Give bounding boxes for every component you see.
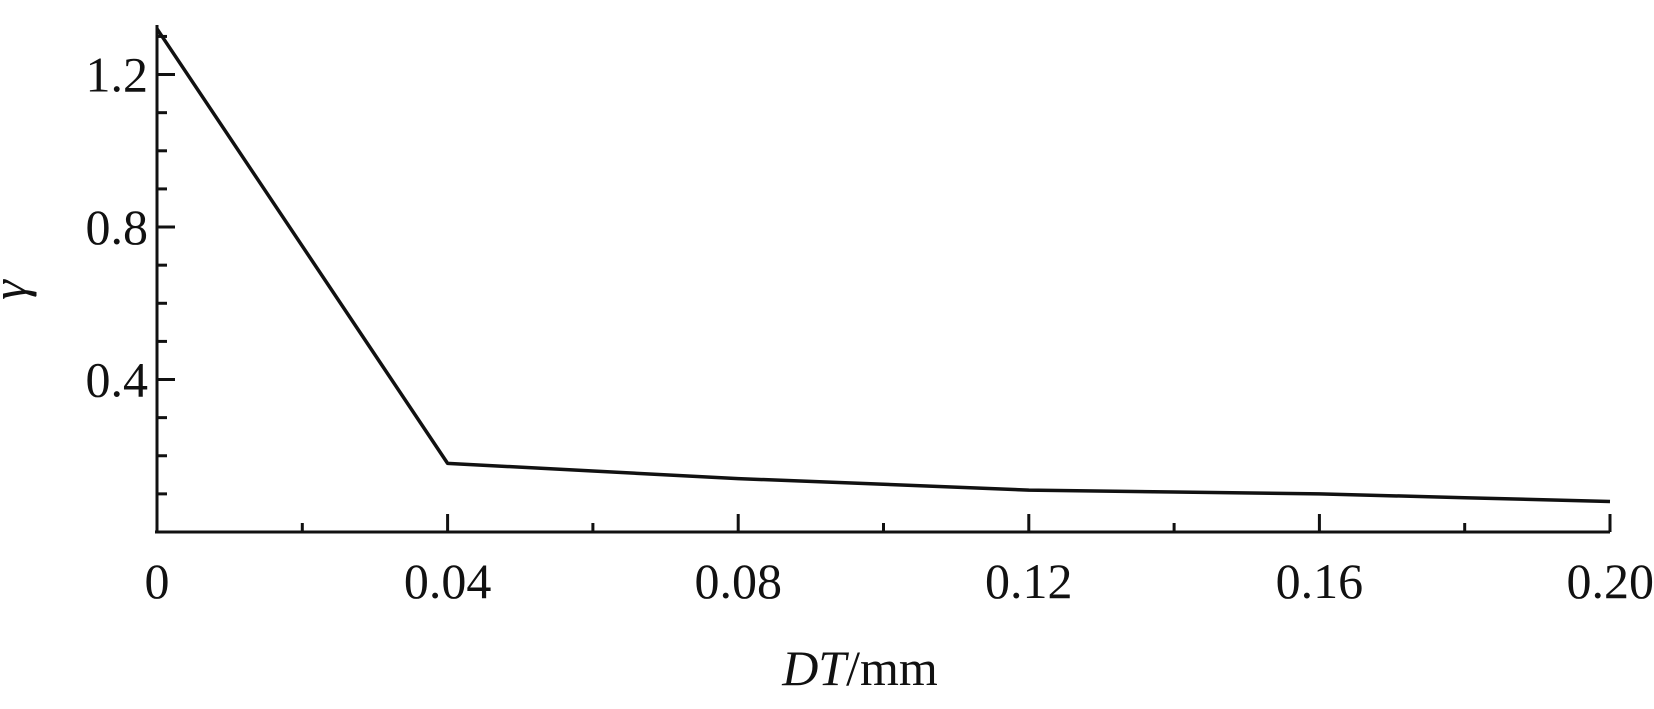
- series-line: [155, 27, 1611, 504]
- x-tick-label: 0.12: [985, 553, 1073, 609]
- x-tick-label: 0.16: [1276, 553, 1364, 609]
- x-tick-label: 0: [145, 553, 170, 609]
- x-tick-label: 0.04: [404, 553, 492, 609]
- axis-ticks: [157, 34, 1612, 532]
- axis-tick-labels: 0 0.04 0.08 0.12 0.16 0.20 0.4 0.8 1.2: [86, 47, 1654, 609]
- y-tick-label: 0.4: [86, 352, 149, 408]
- y-axis-title: γ: [0, 279, 37, 300]
- x-axis-title-italic: DT: [781, 640, 849, 696]
- x-axis-title-unit: /mm: [846, 640, 938, 696]
- y-tick-label: 0.8: [86, 199, 149, 255]
- y-tick-label: 1.2: [86, 47, 149, 103]
- plot-area: 0 0.04 0.08 0.12 0.16 0.20 0.4 0.8 1.2: [86, 25, 1654, 609]
- x-tick-label: 0.20: [1567, 553, 1654, 609]
- x-tick-label: 0.08: [694, 553, 782, 609]
- x-axis-title: DT/mm: [781, 640, 938, 696]
- data-series: [155, 27, 1611, 504]
